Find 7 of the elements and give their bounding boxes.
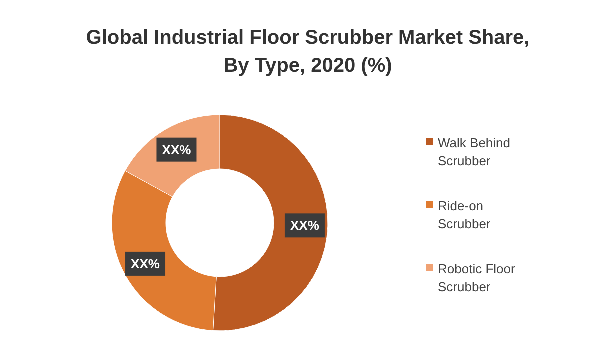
- data-label: XX%: [290, 218, 320, 234]
- legend-label: Walk Behind Scrubber: [438, 136, 510, 169]
- legend-label: Robotic Floor Scrubber: [438, 262, 516, 295]
- legend-label: Ride-on Scrubber: [438, 198, 492, 232]
- chart-title: Global Industrial Floor Scrubber Market Share, By Type, 2020 (%): [86, 27, 530, 77]
- data-label: XX%: [162, 142, 192, 158]
- data-label: XX%: [131, 256, 160, 272]
